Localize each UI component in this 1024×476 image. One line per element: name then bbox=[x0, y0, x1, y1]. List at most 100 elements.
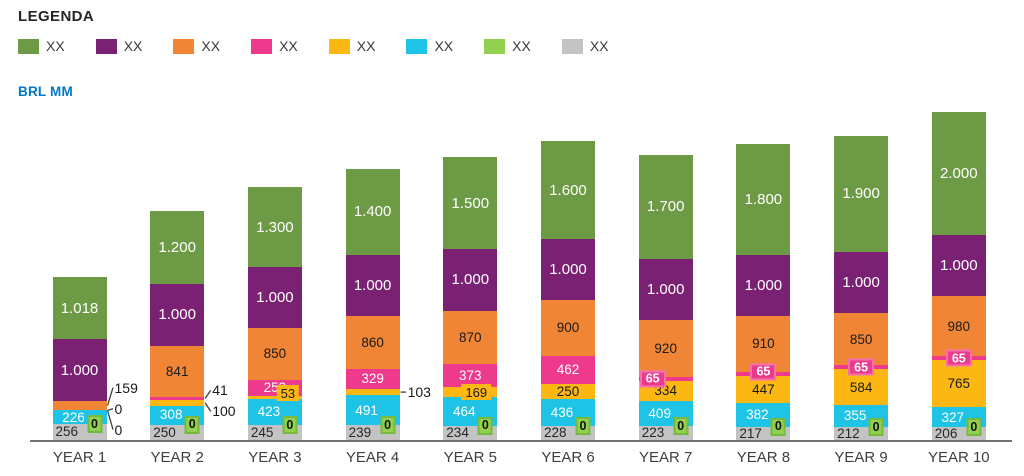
value-badge-light-green: 0 bbox=[380, 416, 396, 435]
leader-line bbox=[204, 402, 212, 412]
segment-value-label: 850 bbox=[849, 331, 873, 347]
bar-segment-orange: 841 bbox=[150, 345, 205, 398]
leader-line bbox=[106, 410, 114, 430]
legend-item-purple: XX bbox=[95, 38, 143, 54]
segment-value-label: 1.000 bbox=[940, 257, 978, 275]
segment-value-label: 462 bbox=[556, 362, 580, 378]
legend-swatch-gray bbox=[561, 38, 583, 54]
legend-item-label: XX bbox=[201, 38, 221, 54]
bar-segment-pink: 373 bbox=[443, 363, 498, 387]
x-axis-label: YEAR 10 bbox=[927, 449, 990, 466]
value-badge-pink: 65 bbox=[750, 363, 777, 381]
bar-segment-green: 1.900 bbox=[834, 135, 889, 253]
segment-value-label: 217 bbox=[739, 425, 762, 441]
bar-segment-amber bbox=[345, 388, 400, 396]
segment-value-label: 212 bbox=[837, 425, 860, 441]
bar-segment-amber bbox=[247, 395, 302, 400]
legend-item-green: XX bbox=[18, 38, 65, 54]
value-badge-pink: 65 bbox=[848, 358, 875, 376]
callout-value-label: 159 bbox=[114, 379, 138, 396]
legend-item-light-green: XX bbox=[484, 38, 531, 54]
x-axis-label: YEAR 5 bbox=[443, 449, 497, 466]
segment-value-label: 900 bbox=[556, 320, 580, 336]
segment-value-label: 239 bbox=[348, 424, 372, 440]
bar-segment-pink bbox=[150, 397, 205, 400]
segment-value-label: 1.800 bbox=[744, 191, 783, 209]
segment-value-label: 1.018 bbox=[60, 299, 99, 317]
callout-value-label: 41 bbox=[212, 382, 228, 399]
bar-segment-amber: 584 bbox=[834, 369, 889, 406]
legend-item-orange: XX bbox=[173, 38, 220, 54]
bar-segment-purple: 1.000 bbox=[247, 266, 302, 329]
segment-value-label: 1.000 bbox=[256, 289, 294, 307]
segment-value-label: 765 bbox=[947, 376, 971, 392]
legend: LEGENDA XX XX XX XX XX XX XX XX bbox=[18, 8, 609, 54]
segment-value-label: 1.000 bbox=[451, 271, 490, 289]
bar-segment-purple: 1.000 bbox=[443, 249, 498, 311]
segment-value-label: 327 bbox=[941, 409, 965, 425]
legend-title: LEGENDA bbox=[18, 8, 95, 25]
x-axis-label: YEAR 1 bbox=[52, 449, 107, 466]
bar-segment-amber: 250 bbox=[541, 383, 595, 400]
segment-value-label: 1.000 bbox=[158, 306, 196, 324]
bar-segment-purple: 1.000 bbox=[834, 252, 889, 314]
segment-value-label: 1.000 bbox=[353, 276, 392, 294]
bar-segment-green: 1.700 bbox=[638, 154, 693, 260]
x-axis-label: YEAR 2 bbox=[150, 449, 204, 466]
value-badge-light-green: 0 bbox=[575, 417, 591, 436]
bar-segment-purple: 1.000 bbox=[52, 339, 107, 401]
segment-value-label: 256 bbox=[55, 424, 79, 440]
segment-value-label: 228 bbox=[544, 425, 567, 441]
bar-segment-pink bbox=[638, 376, 693, 381]
segment-value-label: 584 bbox=[849, 379, 873, 395]
segment-value-label: 308 bbox=[159, 407, 183, 423]
legend-item-cyan: XX bbox=[406, 38, 453, 54]
bar-segment-orange bbox=[52, 400, 107, 411]
segment-value-label: 1.000 bbox=[744, 276, 783, 294]
segment-value-label: 206 bbox=[934, 425, 958, 441]
segment-value-label: 409 bbox=[648, 406, 671, 422]
bar-segment-green: 1.400 bbox=[345, 168, 400, 255]
leader-line bbox=[107, 407, 114, 412]
segment-value-label: 226 bbox=[62, 409, 85, 425]
legend-swatch-green bbox=[18, 38, 39, 54]
segment-value-label: 841 bbox=[165, 363, 189, 379]
x-axis-label: YEAR 6 bbox=[541, 449, 595, 466]
leader-line bbox=[204, 390, 212, 399]
legend-swatch-light-green bbox=[484, 38, 506, 54]
bar-segment-green: 1.600 bbox=[541, 141, 595, 240]
value-badge-light-green: 0 bbox=[87, 415, 102, 434]
legend-item-label: XX bbox=[279, 38, 298, 54]
segment-value-label: 1.500 bbox=[451, 194, 490, 212]
segment-value-label: 2.000 bbox=[940, 165, 978, 183]
segment-value-label: 329 bbox=[361, 371, 384, 387]
value-badge-light-green: 0 bbox=[282, 415, 298, 434]
segment-value-label: 447 bbox=[752, 381, 775, 397]
value-badge-light-green: 0 bbox=[673, 417, 689, 436]
bar-segment-green: 1.500 bbox=[443, 157, 498, 250]
segment-value-label: 436 bbox=[550, 404, 574, 420]
callout-value-label: 103 bbox=[407, 384, 431, 401]
legend-item-label: XX bbox=[123, 38, 143, 54]
segment-value-label: 1.900 bbox=[842, 185, 880, 203]
segment-value-label: 1.300 bbox=[256, 218, 294, 236]
segment-value-label: 245 bbox=[250, 424, 274, 440]
bar-segment-purple: 1.000 bbox=[541, 239, 595, 301]
segment-value-label: 355 bbox=[843, 408, 867, 424]
segment-value-label: 910 bbox=[752, 336, 775, 352]
segment-value-label: 1.000 bbox=[842, 274, 880, 292]
value-badge-amber: 53 bbox=[276, 385, 300, 402]
bar-segment-orange: 920 bbox=[638, 320, 693, 377]
segment-value-label: 334 bbox=[654, 383, 677, 399]
legend-items: XX XX XX XX XX XX XX XX bbox=[18, 38, 609, 54]
legend-item-gray: XX bbox=[561, 38, 609, 54]
segment-value-label: 980 bbox=[947, 318, 971, 334]
bar-segment-orange: 900 bbox=[541, 300, 595, 356]
bar-segment-purple: 1.000 bbox=[150, 284, 205, 346]
segment-value-label: 1.000 bbox=[549, 261, 587, 279]
segment-value-label: 234 bbox=[446, 425, 469, 441]
segment-value-label: 1.000 bbox=[60, 361, 99, 379]
legend-item-label: XX bbox=[434, 38, 454, 54]
segment-value-label: 423 bbox=[257, 404, 281, 420]
